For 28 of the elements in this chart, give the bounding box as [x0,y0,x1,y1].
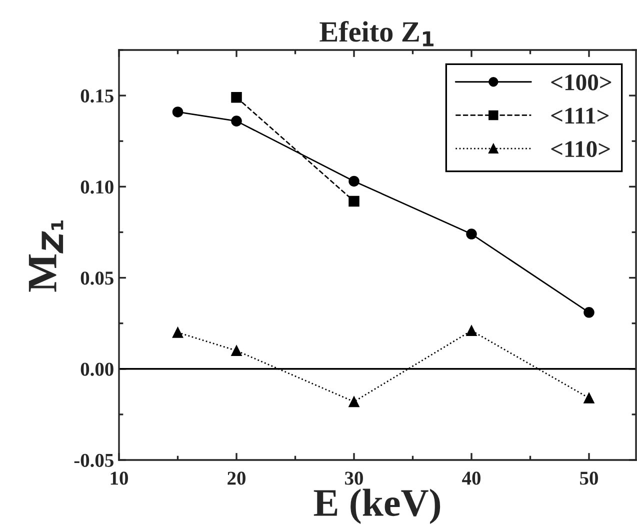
point [466,228,477,240]
x-tick-label: 10 [110,472,128,485]
y-tick-label: -0.05 [74,454,114,468]
x-tick-label: 40 [462,472,480,485]
x-tick-label: 20 [228,472,246,485]
y-tick-label: 0.15 [80,89,114,103]
legend-label: <110> [551,141,610,158]
y-tick-label: 0.05 [80,272,114,285]
point [348,396,360,408]
chart-title: Efeito Z$_{1}$ [320,20,434,46]
point [584,307,594,318]
x-axis-title: E (keV) [314,488,440,524]
point [231,345,242,356]
point [172,106,184,118]
point [172,327,184,338]
y-axis-title: M$_{Z₁}$ [28,220,64,292]
legend-label: <100> [551,74,612,90]
y-tick-label: 0.00 [80,362,114,376]
x-tick-label: 50 [580,472,598,485]
legend-label: <111> [551,108,609,124]
point [348,176,360,187]
y-tick-label: 0.10 [80,180,114,194]
point [348,196,360,207]
point [231,116,242,126]
point [584,392,594,404]
x-tick-label: 30 [345,472,363,485]
point [466,325,477,336]
point [231,92,242,103]
